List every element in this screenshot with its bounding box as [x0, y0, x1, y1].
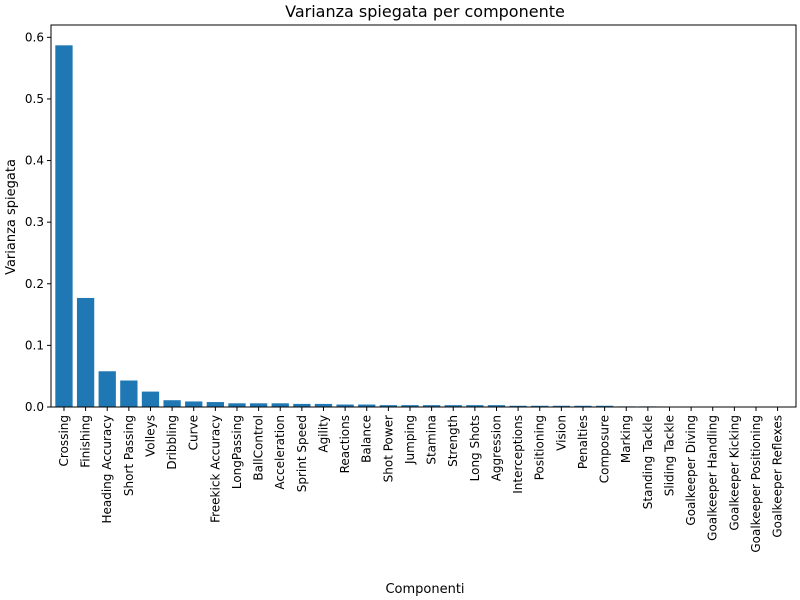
- bar: [249, 403, 268, 407]
- bar: [574, 405, 592, 407]
- bars-group: [55, 45, 787, 408]
- bar: [206, 402, 225, 407]
- bar: [271, 403, 289, 407]
- bar: [358, 404, 376, 407]
- y-tick-label: 0.5: [25, 92, 44, 106]
- bar: [595, 405, 614, 407]
- x-tick-label: Sprint Speed: [295, 415, 309, 492]
- x-tick-label: Penalties: [576, 415, 590, 469]
- bar: [163, 400, 181, 407]
- x-tick-label: Goalkeeper Diving: [684, 415, 698, 526]
- x-tick-label: Crossing: [57, 415, 71, 466]
- x-tick-label: Reactions: [338, 415, 352, 473]
- bar: [552, 405, 571, 407]
- x-tick-label: Dribbling: [165, 415, 179, 470]
- y-tick-label: 0.4: [25, 154, 44, 168]
- x-axis: Crossing Finishing Heading Accuracy Short P…: [57, 407, 785, 553]
- x-tick-label: Marking: [619, 415, 633, 463]
- x-tick-label: Standing Tackle: [641, 415, 655, 509]
- x-tick-label: BallControl: [252, 415, 266, 481]
- x-tick-label: Goalkeeper Kicking: [727, 415, 741, 531]
- x-tick-label: Goalkeeper Handling: [706, 415, 720, 541]
- x-tick-label: Short Passing: [122, 415, 136, 496]
- y-tick-label: 0.2: [25, 277, 44, 291]
- bar: [293, 403, 311, 407]
- y-tick-label: 0.6: [25, 30, 44, 44]
- x-tick-label: Jumping: [403, 415, 417, 465]
- x-tick-label: Goalkeeper Positioning: [749, 415, 763, 553]
- x-tick-label: Heading Accuracy: [100, 415, 114, 524]
- x-tick-label: Volleys: [143, 415, 157, 457]
- bar: [466, 405, 484, 407]
- x-axis-label: Componenti: [385, 582, 464, 597]
- bar: [401, 405, 419, 407]
- x-tick-label: Balance: [360, 415, 374, 463]
- bar: [141, 391, 160, 407]
- bar: [422, 405, 441, 407]
- bar: [314, 403, 333, 407]
- x-tick-label: Agility: [316, 415, 330, 453]
- x-tick-label: Shot Power: [381, 415, 395, 482]
- bar: [98, 371, 116, 407]
- x-tick-label: Long Shots: [468, 415, 482, 481]
- y-tick-label: 0.3: [25, 215, 44, 229]
- bar: [55, 45, 73, 408]
- x-tick-label: Curve: [187, 415, 201, 450]
- bar: [185, 401, 203, 407]
- x-tick-label: Strength: [446, 415, 460, 467]
- x-tick-label: Goalkeeper Reflexes: [771, 415, 785, 538]
- bar: [487, 405, 506, 407]
- bar: [228, 403, 246, 407]
- bar: [509, 405, 527, 407]
- chart-title: Varianza spiegata per componente: [285, 2, 565, 21]
- x-tick-label: Sliding Tackle: [662, 415, 676, 496]
- x-tick-label: Vision: [554, 415, 568, 451]
- y-tick-label: 0.0: [25, 400, 44, 414]
- bar: [444, 405, 462, 407]
- bar: [379, 405, 398, 407]
- bar: [76, 297, 95, 407]
- x-tick-label: Stamina: [425, 415, 439, 465]
- x-tick-label: Finishing: [79, 415, 93, 468]
- x-tick-label: LongPassing: [230, 415, 244, 489]
- x-tick-label: Positioning: [533, 415, 547, 480]
- y-axis-label: Varianza spiegata: [4, 159, 19, 275]
- x-tick-label: Interceptions: [511, 415, 525, 494]
- axes-frame: [50, 24, 797, 408]
- y-axis: 0.0 0.1 0.2 0.3 0.4 0.5 0.6: [25, 30, 51, 414]
- bar: [531, 405, 549, 407]
- bar: [336, 404, 354, 407]
- x-tick-label: Aggression: [489, 415, 503, 481]
- x-tick-label: Composure: [598, 415, 612, 483]
- bar: [120, 380, 138, 407]
- y-tick-label: 0.1: [25, 338, 44, 352]
- x-tick-label: Freekick Accuracy: [208, 415, 222, 523]
- x-tick-label: Acceleration: [273, 415, 287, 490]
